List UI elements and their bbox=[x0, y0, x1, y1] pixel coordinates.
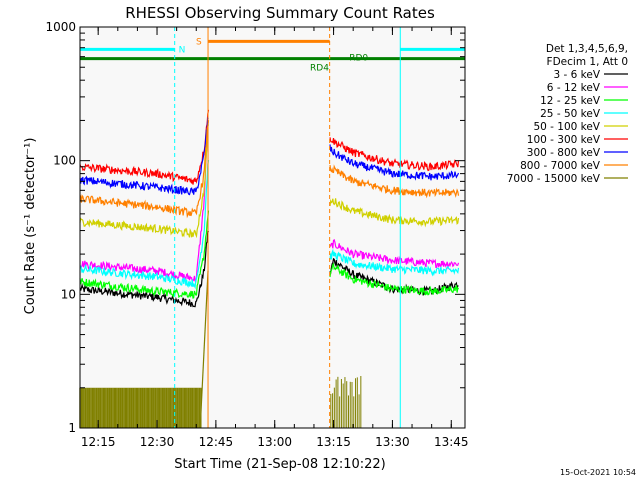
legend-header-line: FDecim 1, Att 0 bbox=[547, 56, 628, 68]
series-line-6-1 bbox=[329, 144, 460, 181]
series-line-4-0 bbox=[79, 124, 210, 239]
legend-entry-label: 25 - 50 keV bbox=[540, 108, 601, 120]
y-tick-label: 1000 bbox=[45, 20, 76, 34]
series-line-5-1 bbox=[329, 137, 460, 172]
timestamp: 15-Oct-2021 10:54 bbox=[560, 468, 636, 477]
legend-entry-label: 100 - 300 keV bbox=[527, 134, 601, 146]
x-tick-label: 12:30 bbox=[140, 435, 175, 449]
annotation-s-label: S bbox=[196, 37, 202, 47]
series-line-4-1 bbox=[329, 198, 460, 228]
series-line-0-0 bbox=[79, 230, 210, 308]
series-line-6-0 bbox=[79, 116, 209, 196]
x-tick-label: 13:45 bbox=[434, 435, 469, 449]
plot-frame bbox=[79, 26, 466, 429]
series-line-7-0 bbox=[79, 120, 210, 219]
legend-entry-label: 3 - 6 keV bbox=[553, 69, 600, 81]
series-line-2-1 bbox=[329, 262, 460, 296]
annotation-rd0-label: RD0 bbox=[349, 54, 368, 64]
legend-entry-label: 50 - 100 keV bbox=[533, 121, 600, 133]
x-tick-label: 13:15 bbox=[316, 435, 351, 449]
annotation-rd4-label: RD4 bbox=[310, 64, 329, 74]
x-tick-label: 12:45 bbox=[199, 435, 234, 449]
legend-entry-label: 7000 - 15000 keV bbox=[507, 173, 601, 185]
chart-title: RHESSI Observing Summary Count Rates bbox=[125, 4, 435, 22]
annotation-n-label: N bbox=[179, 45, 186, 55]
legend-entry-label: 300 - 800 keV bbox=[527, 147, 601, 159]
series-line-3-1 bbox=[329, 248, 460, 277]
series-line-5-0 bbox=[79, 109, 210, 185]
y-axis-label: Count Rate (s⁻¹ detector⁻¹) bbox=[23, 138, 38, 315]
x-tick-label: 13:30 bbox=[375, 435, 410, 449]
y-tick-label: 1 bbox=[68, 421, 76, 435]
y-tick-label: 100 bbox=[53, 154, 76, 168]
legend: Det 1,3,4,5,6,9,FDecim 1, Att 03 - 6 keV… bbox=[507, 43, 628, 185]
legend-entry-label: 12 - 25 keV bbox=[540, 95, 601, 107]
x-axis-label: Start Time (21-Sep-08 12:10:22) bbox=[174, 457, 385, 472]
plot-area: NS RD4 RD0 bbox=[79, 26, 466, 429]
series-line-1-1 bbox=[329, 238, 460, 270]
x-tick-label: 13:00 bbox=[257, 435, 292, 449]
legend-entry-label: 800 - 7000 keV bbox=[520, 160, 601, 172]
legend-entry-label: 6 - 12 keV bbox=[547, 82, 601, 94]
legend-header-line: Det 1,3,4,5,6,9, bbox=[546, 43, 628, 55]
series-line-2-0 bbox=[79, 210, 210, 299]
y-tick-label: 10 bbox=[61, 287, 76, 301]
series-line-1-0 bbox=[79, 120, 209, 283]
x-tick-label: 12:15 bbox=[81, 435, 116, 449]
series-line-7-1 bbox=[329, 164, 460, 199]
x-axis: 12:15 12:30 12:45 13:00 13:15 13:30 13:45 bbox=[81, 27, 469, 449]
olive-rise bbox=[199, 270, 209, 429]
series-line-3-0 bbox=[79, 159, 210, 290]
y-axis: 1 10 100 1000 bbox=[45, 20, 465, 435]
